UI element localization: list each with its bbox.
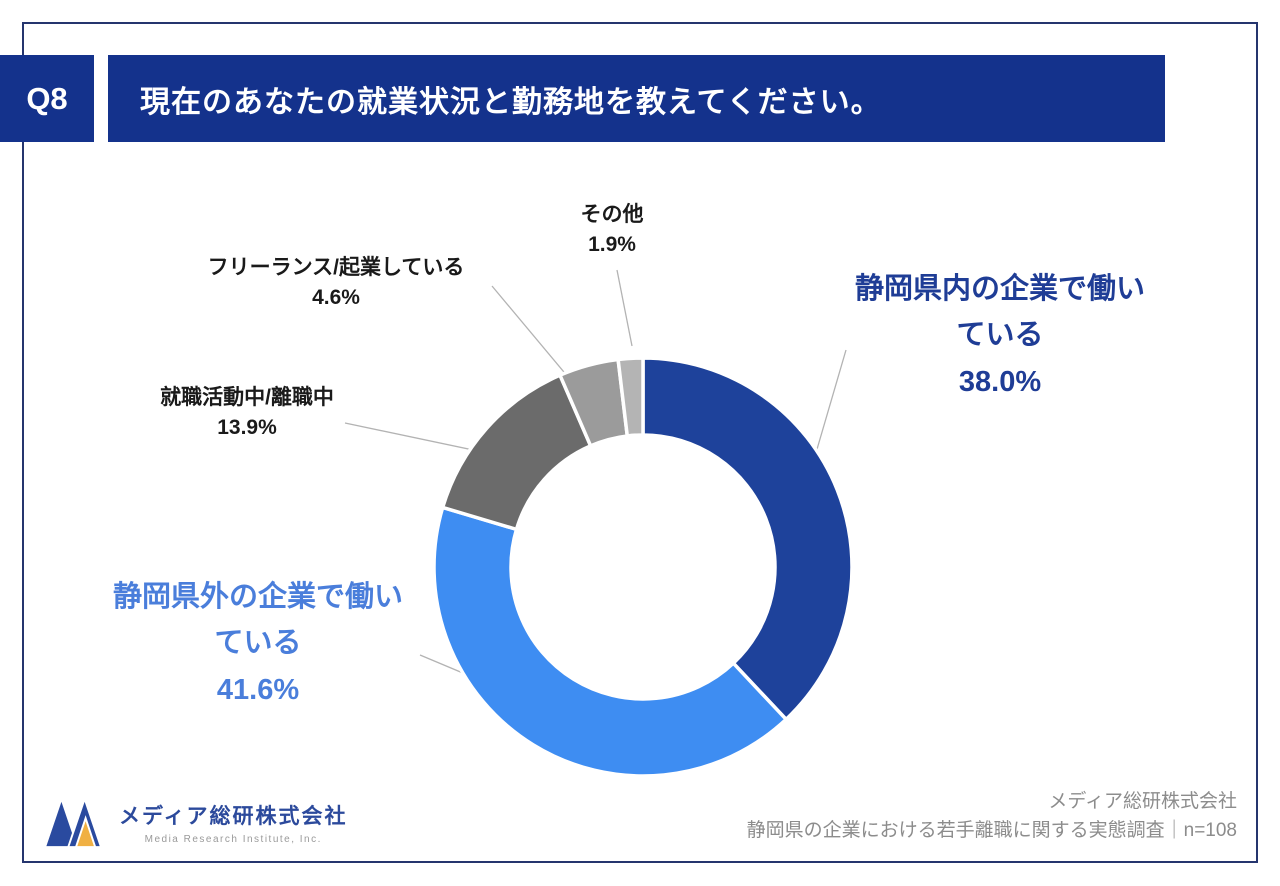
callout-other: その他 1.9% (532, 200, 692, 261)
segment-percent: 1.9% (588, 233, 636, 257)
callout-work-outside-shizuoka: 静岡県外の企業で働いている 41.6% (108, 574, 408, 713)
segment-label: 静岡県外の企業で働いている (112, 581, 403, 660)
page-border-frame (22, 22, 1258, 863)
segment-percent: 13.9% (217, 416, 277, 440)
question-title: 現在のあなたの就業状況と勤務地を教えてください。 (140, 85, 882, 119)
logo-company-name: メディア総研株式会社 (119, 805, 348, 828)
donut-segments (432, 356, 854, 778)
question-title-bar: 現在のあなたの就業状況と勤務地を教えてください。 (108, 55, 1165, 142)
segment-label: 静岡県内の企業で働いている (854, 273, 1145, 352)
donut-segment-4 (616, 356, 645, 438)
segment-percent: 41.6% (216, 673, 300, 706)
callout-freelance: フリーランス/起業している 4.6% (176, 253, 496, 314)
question-number: Q8 (26, 80, 68, 116)
company-logo: メディア総研株式会社 Media Research Institute, Inc… (45, 796, 348, 848)
logo-text-block: メディア総研株式会社 Media Research Institute, Inc… (119, 796, 348, 845)
segment-label: その他 (580, 203, 644, 226)
segment-label: フリーランス/起業している (207, 256, 465, 279)
callout-job-hunting: 就職活動中/離職中 13.9% (117, 383, 377, 444)
source-company: メディア総研株式会社 (1048, 791, 1237, 812)
logo-mark-icon (45, 796, 103, 848)
segment-label: 就職活動中/離職中 (160, 386, 334, 409)
segment-percent: 38.0% (958, 365, 1042, 398)
source-attribution: メディア総研株式会社 静岡県の企業における若手離職に関する実態調査｜n=108 (747, 788, 1237, 845)
donut-segment-1 (432, 505, 789, 778)
callout-work-inside-shizuoka: 静岡県内の企業で働いている 38.0% (850, 266, 1150, 405)
donut-segment-0 (641, 356, 854, 722)
leader-line-other (616, 269, 633, 347)
source-survey: 静岡県の企業における若手離職に関する実態調査｜n=108 (746, 819, 1237, 841)
logo-company-name-en: Media Research Institute, Inc. (144, 834, 322, 845)
question-number-badge: Q8 (0, 55, 94, 142)
segment-percent: 4.6% (312, 286, 360, 310)
